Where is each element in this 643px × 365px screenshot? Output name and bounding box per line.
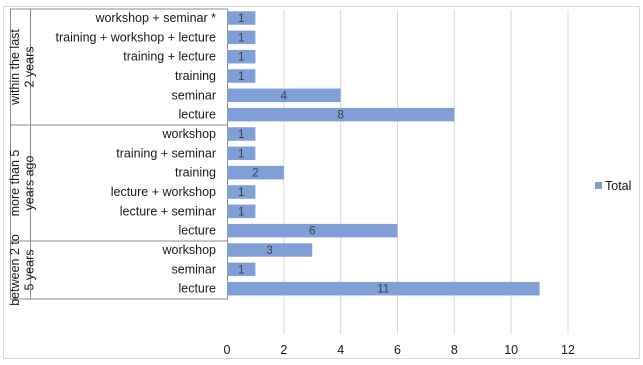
group-label: more than 5years ago [8,150,36,217]
group-label: between 2 to5 years [8,234,36,306]
data-label: 11 [377,284,389,296]
bar [227,146,256,161]
category-label: lecture [178,108,216,122]
bar [227,69,256,83]
data-label: 1 [238,71,244,83]
x-axis-tick-labels: 0 2 4 6 8 10 12 [224,343,575,357]
category-label: lecture + seminar [120,204,216,218]
data-label: 3 [266,245,272,257]
data-label: 4 [281,90,288,102]
bar [227,88,341,103]
category-label: training [175,69,216,83]
category-labels: workshop + seminar * training + workshop … [55,11,216,296]
bar [227,30,256,45]
data-label: 1 [238,129,244,141]
data-label: 1 [238,32,244,44]
bar [227,185,256,199]
data-label: 1 [238,264,244,276]
bar [227,107,455,122]
group-label: within the last2 years [8,29,36,106]
legend-swatch [595,182,602,189]
bar [227,243,313,257]
x-tick-label: 8 [451,343,458,357]
category-label: workshop [162,127,217,141]
data-label: 6 [309,226,315,238]
category-label: training + workshop + lecture [55,30,216,44]
data-label: 1 [238,148,244,160]
data-label: 1 [238,206,244,218]
legend: Total [595,179,631,193]
data-label: 1 [238,13,244,25]
bar [227,223,398,238]
legend-label: Total [605,179,631,193]
x-tick-label: 12 [561,343,575,357]
bar [227,262,256,277]
data-label: 8 [337,110,343,122]
category-label: training [175,166,216,180]
x-tick-label: 10 [504,343,518,357]
bar [227,127,256,141]
x-tick-label: 6 [394,343,401,357]
bar [227,281,540,296]
bar [227,165,284,180]
data-label: 2 [252,168,258,180]
x-tick-label: 4 [337,343,344,357]
category-label: seminar [172,262,216,276]
category-label: workshop + seminar * [94,11,216,25]
x-tick-label: 2 [280,343,287,357]
category-label: seminar [172,88,216,102]
x-tick-label: 0 [224,343,231,357]
category-label: lecture [178,224,216,238]
bar [227,11,256,25]
category-label: training + seminar [116,146,216,160]
category-group-boxes: within the last2 years more than 5years a… [8,8,228,306]
bar [227,49,256,64]
data-label: 1 [238,52,244,64]
category-label: lecture + workshop [111,185,216,199]
bar [227,204,256,219]
data-label: 1 [238,187,244,199]
category-label: training + lecture [123,50,216,64]
gridlines [283,10,569,334]
category-label: lecture [178,282,216,296]
category-label: workshop [162,243,217,257]
chart-frame [3,6,640,359]
